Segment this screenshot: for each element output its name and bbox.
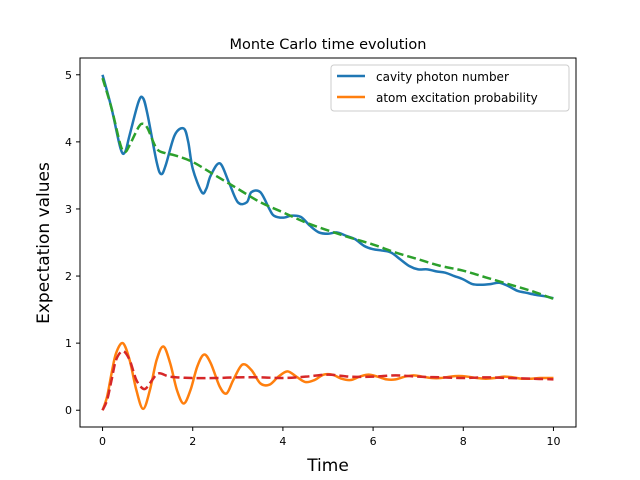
y-tick-label-4: 4: [65, 136, 72, 149]
x-axis: 0 2 4 6 8 10: [99, 427, 560, 448]
y-tick-label-5: 5: [65, 69, 72, 82]
x-tick-label-8: 8: [460, 435, 467, 448]
y-tick-label-1: 1: [65, 337, 72, 350]
y-axis: 0 1 2 3 4 5: [65, 69, 80, 417]
x-axis-label: Time: [306, 456, 349, 476]
x-tick-label-2: 2: [189, 435, 196, 448]
chart-title: Monte Carlo time evolution: [229, 37, 426, 53]
x-tick-label-10: 10: [546, 435, 560, 448]
series-line-0: [101, 74, 554, 300]
plot-area: [101, 74, 554, 411]
y-tick-label-0: 0: [65, 404, 72, 417]
axes-frame: [79, 57, 577, 428]
legend-box: [330, 64, 570, 112]
y-tick-label-3: 3: [65, 203, 72, 216]
y-axis-label: Expectation values: [34, 162, 54, 324]
legend: cavity photon number atom excitation pro…: [330, 64, 570, 112]
legend-label-atom: atom excitation probability: [376, 91, 538, 105]
x-tick-label-6: 6: [370, 435, 377, 448]
legend-label-cavity: cavity photon number: [376, 70, 509, 84]
x-tick-label-0: 0: [99, 435, 106, 448]
x-tick-label-4: 4: [279, 435, 286, 448]
y-tick-label-2: 2: [65, 270, 72, 283]
series-line-3: [101, 349, 554, 411]
series-line-2: [101, 77, 554, 301]
